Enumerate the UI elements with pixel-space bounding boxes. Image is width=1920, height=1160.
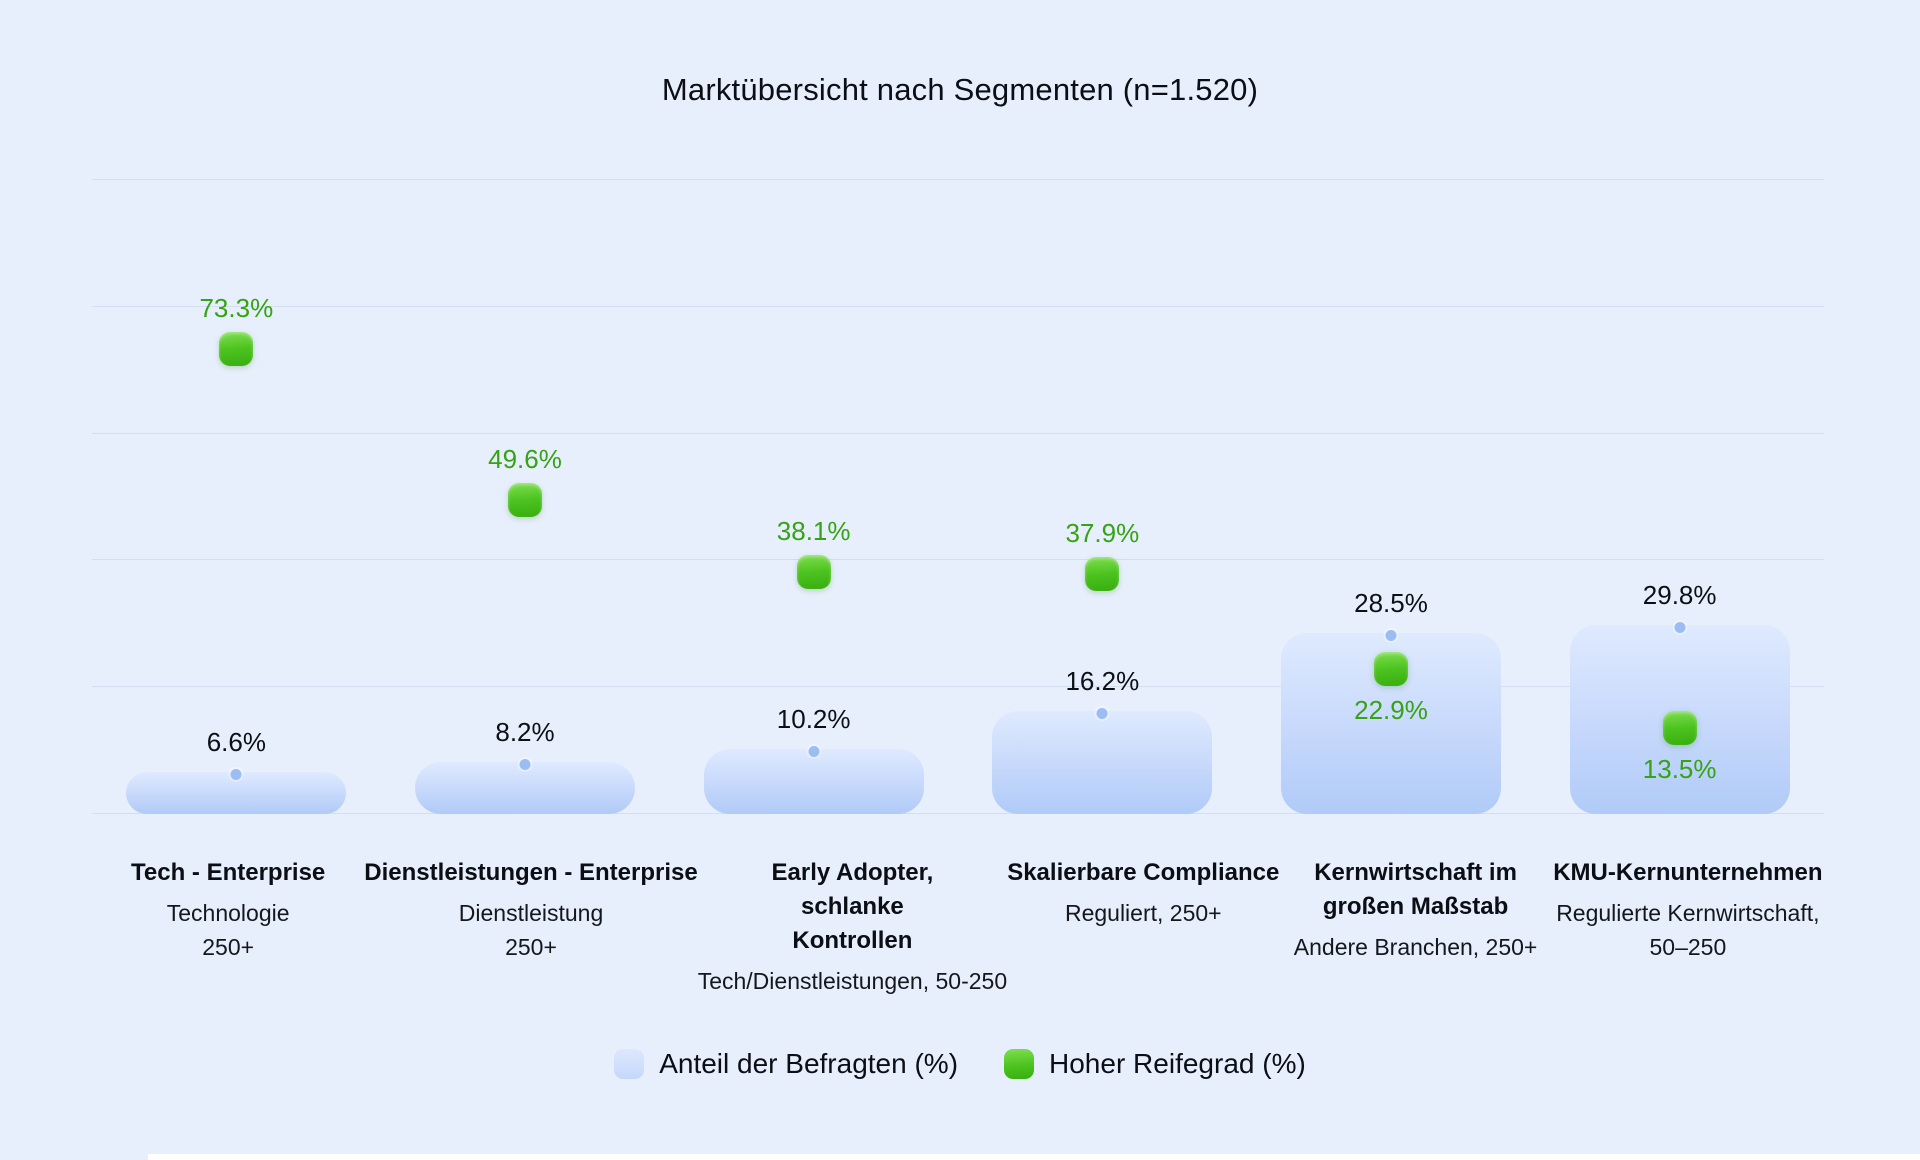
maturity-value-label: 73.3% xyxy=(199,293,274,324)
category-sublabel-block: Reguliert, 250+ xyxy=(1007,896,1279,930)
maturity-value-label: 22.9% xyxy=(1354,694,1428,725)
maturity-value-label: 38.1% xyxy=(776,516,851,547)
bar-top-dot-icon xyxy=(808,746,820,758)
category-label: Skalierbare Compliance xyxy=(1007,859,1280,886)
category-sublabel: Technologie xyxy=(166,900,290,926)
legend-label-high-maturity: Hoher Reifegrad (%) xyxy=(1049,1048,1306,1079)
maturity-marker[interactable] xyxy=(508,482,542,517)
bar[interactable] xyxy=(703,749,924,814)
bar-top-dot-icon xyxy=(1385,630,1397,642)
bar-value-label: 29.8% xyxy=(1642,580,1717,611)
category-sublabel-block: Regulierte Kernwirtschaft, 50–250 xyxy=(1552,896,1824,964)
category-sublabel-block: Andere Branchen, 250+ xyxy=(1279,930,1551,964)
bar-value-label: 16.2% xyxy=(1065,666,1140,697)
gridline xyxy=(92,813,1824,814)
bar-value-label: 10.2% xyxy=(776,704,851,735)
category-label: schlanke xyxy=(801,893,904,920)
legend-swatch-green-icon xyxy=(1004,1049,1035,1079)
legend: Anteil der Befragten (%) Hoher Reifegrad… xyxy=(0,1048,1920,1080)
category-label: Dienstleistungen - Enterprise xyxy=(364,859,698,886)
bar-top-dot-icon xyxy=(1674,622,1686,634)
maturity-value-label: 37.9% xyxy=(1065,517,1140,548)
bar-top-dot-icon xyxy=(519,759,531,771)
category-sublabel: Andere Branchen, 250+ xyxy=(1293,934,1538,960)
gridline xyxy=(92,305,1824,307)
legend-swatch-blue-icon xyxy=(614,1049,645,1079)
category-label: Tech - Enterprise xyxy=(131,859,326,886)
category-label: Kernwirtschaft im xyxy=(1314,859,1517,886)
bar-top-dot-icon xyxy=(1096,708,1108,720)
bottom-strip xyxy=(148,1154,1920,1160)
category-label-block: Kernwirtschaft im großen Maßstab Andere Br… xyxy=(1279,814,1551,998)
category-label: Early Adopter, xyxy=(771,859,934,886)
category-sublabel: Tech/Dienstleistungen, 50-250 xyxy=(697,968,1008,994)
maturity-marker[interactable] xyxy=(1085,556,1120,591)
category-label-block: Dienstleistungen - Enterprise Dienstleist… xyxy=(364,814,697,998)
category-label: Kontrollen xyxy=(792,927,913,954)
legend-label-respondent-share: Anteil der Befragten (%) xyxy=(659,1048,959,1079)
category-sublabel: Regulierte Kernwirtschaft, xyxy=(1556,900,1820,926)
category-sublabel-block: Dienstleistung 250+ xyxy=(364,896,697,964)
category-label: großen Maßstab xyxy=(1322,893,1509,920)
gridline xyxy=(92,559,1824,561)
bar-value-label: 8.2% xyxy=(495,717,555,748)
category-label-block: Skalierbare Compliance Reguliert, 250+ xyxy=(1007,814,1279,998)
gridline xyxy=(92,686,1824,688)
category-label-block: Tech - Enterprise Technologie 250+ xyxy=(92,814,364,998)
category-label-block: KMU-Kernunternehmen Regulierte Kernwirtsc… xyxy=(1552,814,1824,998)
maturity-marker[interactable] xyxy=(219,332,254,367)
category-sublabel: Reguliert, 250+ xyxy=(1064,900,1222,926)
bar-value-label: 28.5% xyxy=(1354,588,1428,619)
gridline xyxy=(92,432,1824,434)
legend-item-respondent-share[interactable]: Anteil der Befragten (%) xyxy=(614,1048,958,1080)
maturity-marker[interactable] xyxy=(1662,711,1697,746)
maturity-value-label: 13.5% xyxy=(1642,754,1717,785)
category-sublabel: 250+ xyxy=(505,934,557,960)
maturity-value-label: 49.6% xyxy=(488,443,562,474)
category-sublabel-block: Tech/Dienstleistungen, 50-250 xyxy=(698,964,1007,998)
category-sublabel: 50–250 xyxy=(1649,934,1727,960)
legend-item-high-maturity[interactable]: Hoher Reifegrad (%) xyxy=(1004,1048,1306,1080)
bar[interactable] xyxy=(992,711,1213,814)
plot-area: 6.6% 73.3% 8.2% 49.6% 10.2% 38.1% 16.2% 37.9% 28… xyxy=(92,179,1824,814)
category-sublabel-block: Technologie 250+ xyxy=(92,896,364,964)
category-label: KMU-Kernunternehmen xyxy=(1553,859,1823,886)
bar[interactable] xyxy=(415,762,635,814)
x-axis-labels: Tech - Enterprise Technologie 250+ Dienstle… xyxy=(92,814,1824,998)
category-sublabel: 250+ xyxy=(202,934,255,960)
bar-value-label: 6.6% xyxy=(206,727,266,758)
gridline xyxy=(92,179,1824,180)
category-sublabel: Dienstleistung xyxy=(458,900,604,926)
chart-title: Marktübersicht nach Segmenten (n=1.520) xyxy=(661,72,1259,107)
category-label-block: Early Adopter, schlanke Kontrollen Tech/Die… xyxy=(698,814,1007,998)
maturity-marker[interactable] xyxy=(1374,651,1408,686)
bar-top-dot-icon xyxy=(230,769,242,781)
maturity-marker[interactable] xyxy=(796,555,831,590)
